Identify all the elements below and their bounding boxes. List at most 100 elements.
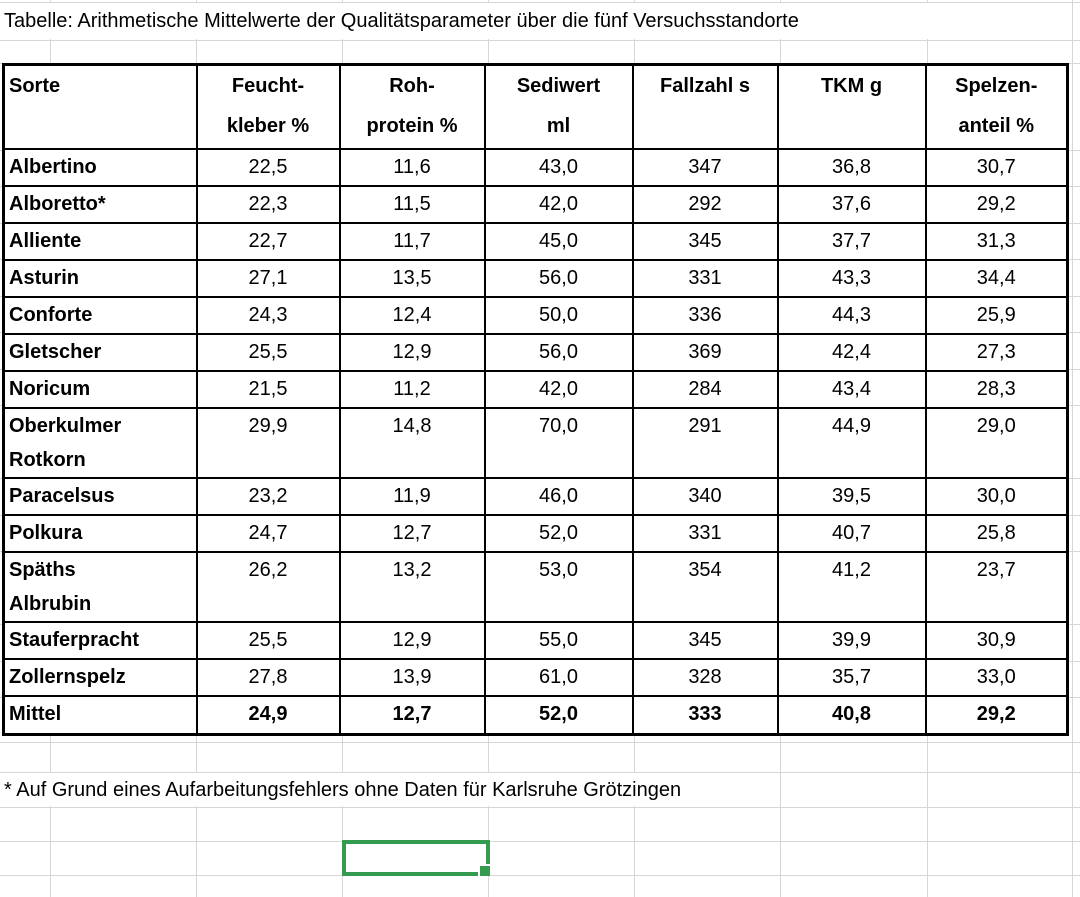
row-label[interactable]: Stauferpracht bbox=[2, 621, 198, 660]
cell-value[interactable]: 30,7 bbox=[924, 148, 1069, 187]
cell-value[interactable]: 42,0 bbox=[483, 370, 634, 409]
cell-value[interactable]: 31,3 bbox=[924, 222, 1069, 261]
cell-value[interactable]: 27,1 bbox=[195, 259, 341, 298]
cell-value[interactable]: 70,0 bbox=[483, 407, 634, 479]
cell-value[interactable]: 40,8 bbox=[776, 695, 927, 736]
cell-value[interactable]: 37,6 bbox=[776, 185, 927, 224]
cell-value[interactable]: 347 bbox=[631, 148, 779, 187]
row-label[interactable]: Gletscher bbox=[2, 333, 198, 372]
row-label[interactable]: Späths Albrubin bbox=[2, 551, 198, 623]
cell-value[interactable]: 24,7 bbox=[195, 514, 341, 553]
cell-value[interactable]: 43,0 bbox=[483, 148, 634, 187]
cell-value[interactable]: 345 bbox=[631, 621, 779, 660]
cell-value[interactable]: 27,8 bbox=[195, 658, 341, 697]
cell-value[interactable]: 369 bbox=[631, 333, 779, 372]
sheet-title[interactable]: Tabelle: Arithmetische Mittelwerte der Q… bbox=[4, 10, 799, 32]
cell-value[interactable]: 24,3 bbox=[195, 296, 341, 335]
cell-value[interactable]: 25,5 bbox=[195, 621, 341, 660]
cell-value[interactable]: 53,0 bbox=[483, 551, 634, 623]
cell-value[interactable]: 44,3 bbox=[776, 296, 927, 335]
cell-value[interactable]: 46,0 bbox=[483, 477, 634, 516]
cell-value[interactable]: 30,9 bbox=[924, 621, 1069, 660]
column-header[interactable]: Feucht- kleber % bbox=[195, 63, 341, 150]
column-header-sorte[interactable]: Sorte bbox=[2, 63, 198, 150]
cell-value[interactable]: 44,9 bbox=[776, 407, 927, 479]
cell-value[interactable]: 52,0 bbox=[483, 695, 634, 736]
row-label[interactable]: Asturin bbox=[2, 259, 198, 298]
cell-value[interactable]: 29,2 bbox=[924, 695, 1069, 736]
cell-value[interactable]: 21,5 bbox=[195, 370, 341, 409]
cell-value[interactable]: 36,8 bbox=[776, 148, 927, 187]
cell-value[interactable]: 12,7 bbox=[338, 514, 486, 553]
cell-value[interactable]: 291 bbox=[631, 407, 779, 479]
cell-value[interactable]: 331 bbox=[631, 514, 779, 553]
cell-value[interactable]: 34,4 bbox=[924, 259, 1069, 298]
cell-value[interactable]: 43,4 bbox=[776, 370, 927, 409]
row-label[interactable]: Noricum bbox=[2, 370, 198, 409]
cell-value[interactable]: 37,7 bbox=[776, 222, 927, 261]
cell-value[interactable]: 13,9 bbox=[338, 658, 486, 697]
cell-value[interactable]: 28,3 bbox=[924, 370, 1069, 409]
cell-value[interactable]: 22,7 bbox=[195, 222, 341, 261]
row-label[interactable]: Albertino bbox=[2, 148, 198, 187]
cell-value[interactable]: 354 bbox=[631, 551, 779, 623]
cell-value[interactable]: 23,2 bbox=[195, 477, 341, 516]
cell-value[interactable]: 11,7 bbox=[338, 222, 486, 261]
cell-value[interactable]: 39,5 bbox=[776, 477, 927, 516]
cell-value[interactable]: 12,7 bbox=[338, 695, 486, 736]
cell-value[interactable]: 52,0 bbox=[483, 514, 634, 553]
cell-value[interactable]: 56,0 bbox=[483, 333, 634, 372]
cell-value[interactable]: 22,5 bbox=[195, 148, 341, 187]
cell-value[interactable]: 23,7 bbox=[924, 551, 1069, 623]
cell-value[interactable]: 340 bbox=[631, 477, 779, 516]
cell-value[interactable]: 56,0 bbox=[483, 259, 634, 298]
cell-value[interactable]: 333 bbox=[631, 695, 779, 736]
cell-value[interactable]: 27,3 bbox=[924, 333, 1069, 372]
cell-value[interactable]: 12,9 bbox=[338, 333, 486, 372]
cell-value[interactable]: 61,0 bbox=[483, 658, 634, 697]
cell-value[interactable]: 39,9 bbox=[776, 621, 927, 660]
cell-value[interactable]: 336 bbox=[631, 296, 779, 335]
cell-value[interactable]: 284 bbox=[631, 370, 779, 409]
row-label[interactable]: Oberkulmer Rotkorn bbox=[2, 407, 198, 479]
cell-value[interactable]: 45,0 bbox=[483, 222, 634, 261]
cell-value[interactable]: 11,2 bbox=[338, 370, 486, 409]
column-header[interactable]: Spelzen- anteil % bbox=[924, 63, 1069, 150]
column-header[interactable]: Roh- protein % bbox=[338, 63, 486, 150]
cell-value[interactable]: 22,3 bbox=[195, 185, 341, 224]
column-header[interactable]: Fallzahl s bbox=[631, 63, 779, 150]
column-header[interactable]: Sediwert ml bbox=[483, 63, 634, 150]
row-label[interactable]: Mittel bbox=[2, 695, 198, 736]
cell-value[interactable]: 13,2 bbox=[338, 551, 486, 623]
cell-value[interactable]: 328 bbox=[631, 658, 779, 697]
fill-handle[interactable] bbox=[478, 864, 490, 876]
cell-value[interactable]: 43,3 bbox=[776, 259, 927, 298]
cell-value[interactable]: 345 bbox=[631, 222, 779, 261]
cell-value[interactable]: 30,0 bbox=[924, 477, 1069, 516]
row-label[interactable]: Alboretto* bbox=[2, 185, 198, 224]
footnote-text[interactable]: * Auf Grund eines Aufarbeitungsfehlers o… bbox=[4, 779, 682, 801]
cell-value[interactable]: 29,9 bbox=[195, 407, 341, 479]
row-label[interactable]: Alliente bbox=[2, 222, 198, 261]
cell-value[interactable]: 12,4 bbox=[338, 296, 486, 335]
cell-value[interactable]: 55,0 bbox=[483, 621, 634, 660]
cell-value[interactable]: 25,5 bbox=[195, 333, 341, 372]
cell-value[interactable]: 331 bbox=[631, 259, 779, 298]
cell-value[interactable]: 29,2 bbox=[924, 185, 1069, 224]
cell-value[interactable]: 35,7 bbox=[776, 658, 927, 697]
cell-value[interactable]: 42,0 bbox=[483, 185, 634, 224]
row-label[interactable]: Zollernspelz bbox=[2, 658, 198, 697]
row-label[interactable]: Polkura bbox=[2, 514, 198, 553]
cell-value[interactable]: 11,6 bbox=[338, 148, 486, 187]
row-label[interactable]: Conforte bbox=[2, 296, 198, 335]
cell-value[interactable]: 13,5 bbox=[338, 259, 486, 298]
row-label[interactable]: Paracelsus bbox=[2, 477, 198, 516]
cell-value[interactable]: 11,9 bbox=[338, 477, 486, 516]
cell-value[interactable]: 42,4 bbox=[776, 333, 927, 372]
cell-value[interactable]: 25,8 bbox=[924, 514, 1069, 553]
cell-value[interactable]: 14,8 bbox=[338, 407, 486, 479]
cell-value[interactable]: 50,0 bbox=[483, 296, 634, 335]
cell-value[interactable]: 25,9 bbox=[924, 296, 1069, 335]
cell-value[interactable]: 292 bbox=[631, 185, 779, 224]
cell-value[interactable]: 26,2 bbox=[195, 551, 341, 623]
